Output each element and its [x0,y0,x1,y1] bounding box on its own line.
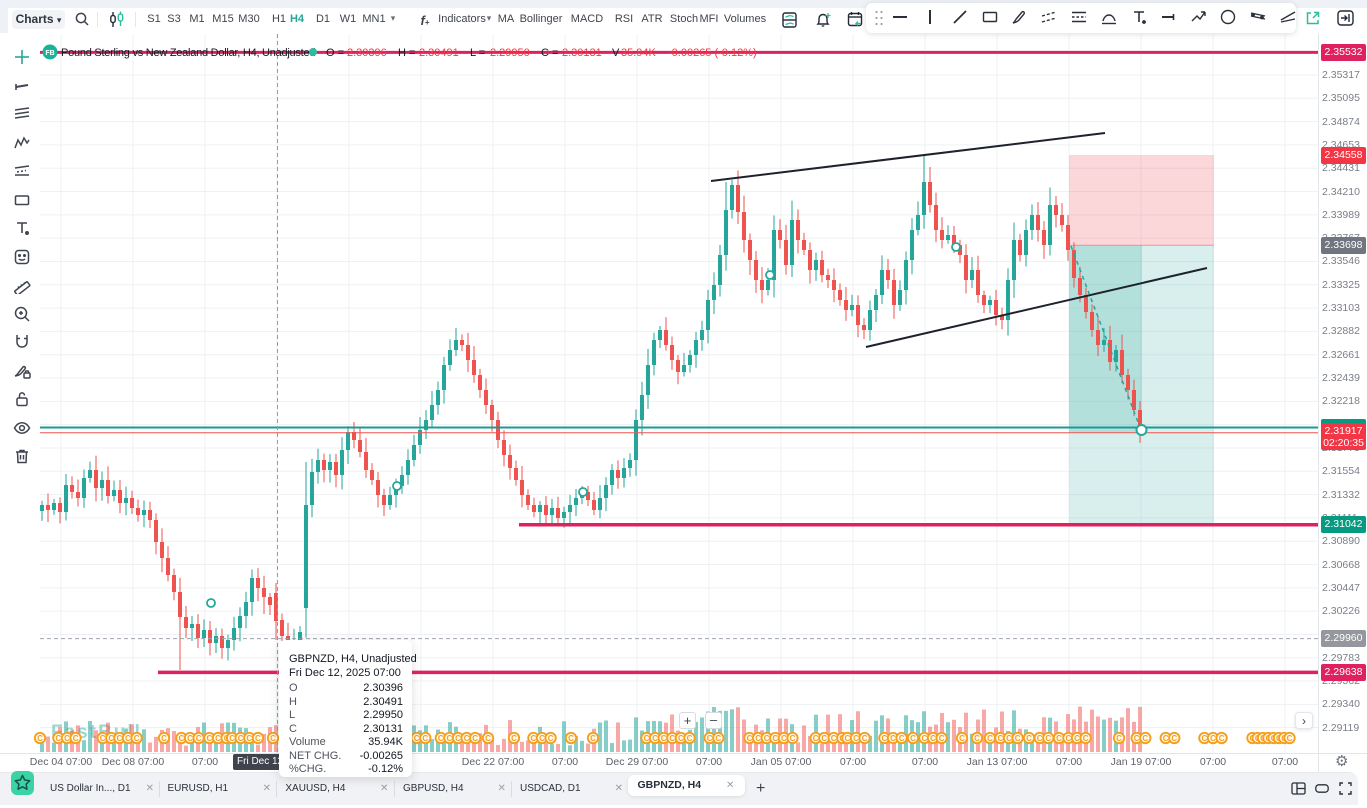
svg-text:C: C [1171,734,1177,743]
svg-text:L =: L = [470,47,485,59]
svg-text:C: C [117,734,123,743]
svg-text:C: C [910,734,916,743]
svg-text:C: C [652,734,658,743]
svg-text:C: C [974,734,980,743]
svg-text:C: C [1083,734,1089,743]
svg-text:C: C [438,734,444,743]
svg-text:C: C [813,734,819,743]
svg-text:H =: H = [398,47,415,59]
svg-text:C: C [196,734,202,743]
svg-text:C: C [229,734,235,743]
svg-text:C: C [669,734,675,743]
svg-text:2.29950: 2.29950 [490,47,530,59]
svg-text:35.94K: 35.94K [621,47,657,59]
svg-text:C: C [781,734,787,743]
svg-text:C: C [270,734,276,743]
svg-text:C: C [1074,734,1080,743]
svg-text:C: C [790,734,796,743]
svg-text:C: C [1037,734,1043,743]
svg-text:C: C [539,734,545,743]
svg-text:C: C [455,734,461,743]
svg-text:C: C [821,734,827,743]
svg-text:C: C [930,734,936,743]
svg-text:2.30491: 2.30491 [419,47,459,59]
svg-text:C: C [661,734,667,743]
svg-text:2.30396: 2.30396 [347,47,387,59]
svg-text:C: C [959,734,965,743]
svg-text:C: C [187,734,193,743]
svg-text:V: V [612,47,620,59]
svg-text:C: C [179,734,185,743]
svg-text:2.30131: 2.30131 [562,47,602,59]
svg-text:C: C [134,734,140,743]
svg-text:C: C [422,734,428,743]
svg-text:C: C [747,734,753,743]
svg-text:C: C [485,734,491,743]
svg-text:C: C [831,734,837,743]
svg-text:C: C [1219,734,1225,743]
svg-text:C: C [899,734,905,743]
svg-text:C: C [882,734,888,743]
svg-text:C: C [246,734,252,743]
svg-text:Pound Sterling vs New Zealand: Pound Sterling vs New Zealand Dollar, H4… [61,47,315,59]
svg-text:C: C [56,734,62,743]
svg-text:C: C [687,734,693,743]
svg-text:C: C [73,734,79,743]
svg-text:C: C [37,734,43,743]
svg-text:C: C [845,734,851,743]
svg-text:C: C [238,734,244,743]
svg-text:C: C [644,734,650,743]
svg-text:C: C [161,734,167,743]
svg-text:C: C [1134,734,1140,743]
svg-text:C: C [207,734,213,743]
svg-text:C =: C = [541,47,558,59]
svg-text:C: C [1116,734,1122,743]
svg-text:C: C [511,734,517,743]
svg-text:C: C [472,734,478,743]
svg-text:C: C [568,734,574,743]
svg-text:C: C [1066,734,1072,743]
svg-text:C: C [1142,734,1148,743]
svg-text:C: C [590,734,596,743]
svg-text:C: C [1202,734,1208,743]
svg-text:-0.00265 (-0.12%): -0.00265 (-0.12%) [668,47,757,59]
svg-text:C: C [64,734,70,743]
svg-text:C: C [890,734,896,743]
svg-text:C: C [1015,734,1021,743]
svg-text:C: C [125,734,131,743]
svg-text:C: C [464,734,470,743]
svg-text:C: C [772,734,778,743]
svg-text:C: C [1210,734,1216,743]
svg-text:C: C [678,734,684,743]
svg-text:C: C [531,734,537,743]
svg-text:C: C [853,734,859,743]
svg-text:C: C [215,734,221,743]
svg-text:C: C [1056,734,1062,743]
svg-text:C: C [1026,734,1032,743]
svg-text:C: C [998,734,1004,743]
svg-text:C: C [108,734,114,743]
svg-text:C: C [414,734,420,743]
svg-text:C: C [1045,734,1051,743]
svg-text:C: C [755,734,761,743]
svg-text:C: C [862,734,868,743]
svg-text:C: C [715,734,721,743]
svg-text:C: C [100,734,106,743]
svg-text:C: C [1163,734,1169,743]
svg-text:C: C [987,734,993,743]
svg-text:C: C [939,734,945,743]
svg-text:FB: FB [45,50,54,57]
svg-text:C: C [922,734,928,743]
svg-text:C: C [1006,734,1012,743]
svg-text:O =: O = [326,47,344,59]
svg-text:C: C [1287,734,1293,743]
svg-text:C: C [548,734,554,743]
svg-text:C: C [764,734,770,743]
svg-text:C: C [707,734,713,743]
svg-text:C: C [255,734,261,743]
svg-text:C: C [447,734,453,743]
